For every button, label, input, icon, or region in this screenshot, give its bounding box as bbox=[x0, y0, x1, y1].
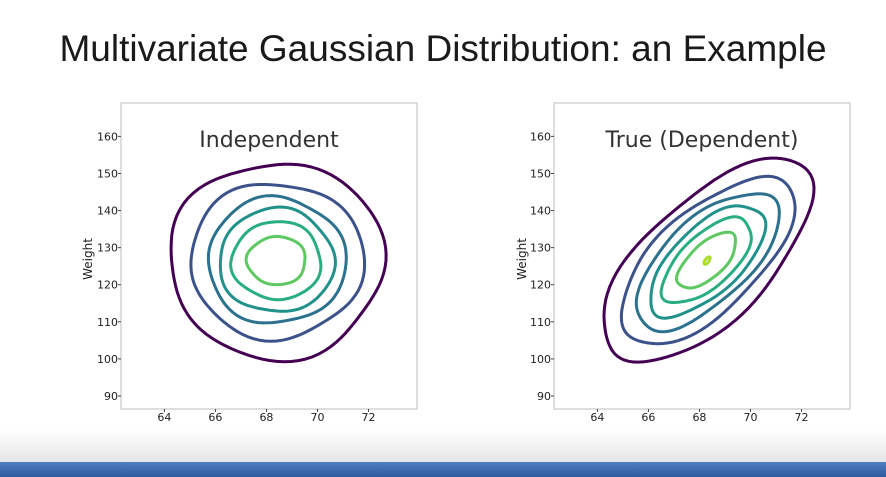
x-tick-label: 68 bbox=[259, 411, 273, 424]
contour-level-1 bbox=[169, 162, 388, 364]
x-tick-label: 66 bbox=[208, 411, 222, 424]
bottom-shadow bbox=[0, 430, 886, 463]
contour-level-3 bbox=[206, 194, 348, 325]
contour-level-3 bbox=[634, 192, 781, 334]
plot-frame bbox=[553, 102, 851, 410]
y-tick-label: 130 bbox=[530, 242, 551, 255]
y-tick-label: 90 bbox=[537, 390, 551, 403]
contour-level-4 bbox=[218, 205, 337, 313]
y-tick-label: 140 bbox=[97, 205, 118, 218]
contour-level-6 bbox=[244, 234, 307, 287]
y-tick-label: 110 bbox=[530, 316, 551, 329]
bottom-bar bbox=[0, 462, 886, 477]
y-axis-label: Weight bbox=[81, 238, 95, 280]
x-tick-label: 72 bbox=[362, 411, 376, 424]
y-tick-label: 150 bbox=[97, 167, 118, 180]
y-tick-label: 90 bbox=[104, 390, 118, 403]
y-tick-label: 160 bbox=[97, 130, 118, 143]
y-tick-label: 130 bbox=[97, 242, 118, 255]
x-tick-label: 66 bbox=[641, 411, 655, 424]
y-tick-label: 140 bbox=[530, 205, 551, 218]
contour-level-2 bbox=[189, 183, 367, 343]
x-tick-label: 70 bbox=[310, 411, 324, 424]
x-tick-label: 64 bbox=[157, 411, 171, 424]
contour-level-6 bbox=[675, 230, 737, 290]
contour-level-4 bbox=[649, 204, 768, 320]
chart-title: True (Dependent) bbox=[605, 128, 799, 153]
y-tick-label: 120 bbox=[97, 279, 118, 292]
y-tick-label: 150 bbox=[530, 167, 551, 180]
x-tick-label: 64 bbox=[590, 411, 604, 424]
y-tick-label: 110 bbox=[97, 316, 118, 329]
y-tick-label: 100 bbox=[97, 353, 118, 366]
slide-title: Multivariate Gaussian Distribution: an E… bbox=[59, 28, 827, 69]
y-tick-label: 160 bbox=[530, 130, 551, 143]
y-axis-label: Weight bbox=[515, 238, 529, 280]
y-tick-label: 100 bbox=[530, 353, 551, 366]
contour-level-5 bbox=[229, 220, 323, 302]
y-tick-label: 120 bbox=[530, 279, 551, 292]
chart-title: Independent bbox=[199, 128, 339, 153]
contour-level-1 bbox=[602, 156, 816, 364]
x-tick-label: 72 bbox=[795, 411, 809, 424]
x-tick-label: 68 bbox=[692, 411, 706, 424]
contour-level-7 bbox=[702, 255, 712, 266]
x-tick-label: 70 bbox=[743, 411, 757, 424]
contour-level-2 bbox=[619, 174, 797, 346]
contour-level-5 bbox=[659, 215, 753, 304]
